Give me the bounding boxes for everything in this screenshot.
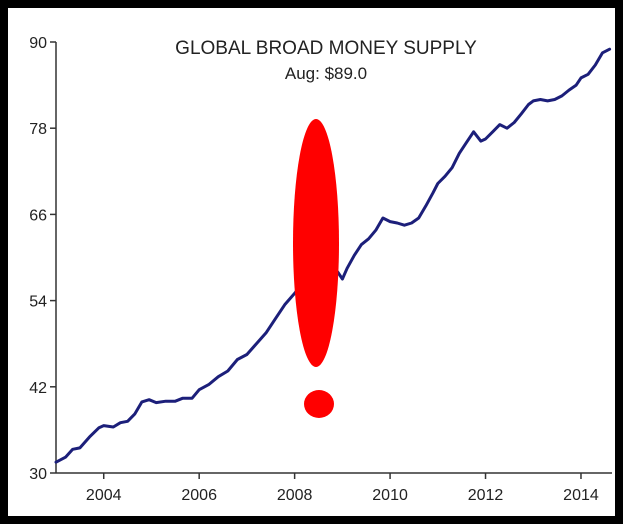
x-tick-label: 2004 (86, 487, 122, 504)
x-tick-label: 2006 (181, 487, 217, 504)
y-tick-label: 42 (29, 380, 47, 397)
exclamation-bar (293, 119, 339, 367)
x-tick-label: 2014 (563, 487, 599, 504)
y-tick-label: 66 (29, 207, 47, 224)
y-tick-label: 78 (29, 121, 47, 138)
y-tick-label: 54 (29, 294, 47, 311)
x-tick-label: 2012 (468, 487, 504, 504)
x-tick-label: 2010 (372, 487, 408, 504)
series-line (54, 47, 612, 464)
y-axis-ticks: 30 42 54 66 78 90 (29, 35, 56, 483)
chart-title: GLOBAL BROAD MONEY SUPPLY (175, 38, 477, 59)
y-tick-label: 30 (29, 466, 47, 483)
y-tick-label: 90 (29, 35, 47, 52)
exclamation-mark-annotation (293, 119, 339, 418)
chart-subtitle: Aug: $89.0 (285, 64, 367, 83)
exclamation-dot (304, 390, 334, 418)
x-axis-ticks: 2004 2006 2008 2010 2012 2014 (86, 473, 599, 504)
x-tick-label: 2008 (277, 487, 313, 504)
